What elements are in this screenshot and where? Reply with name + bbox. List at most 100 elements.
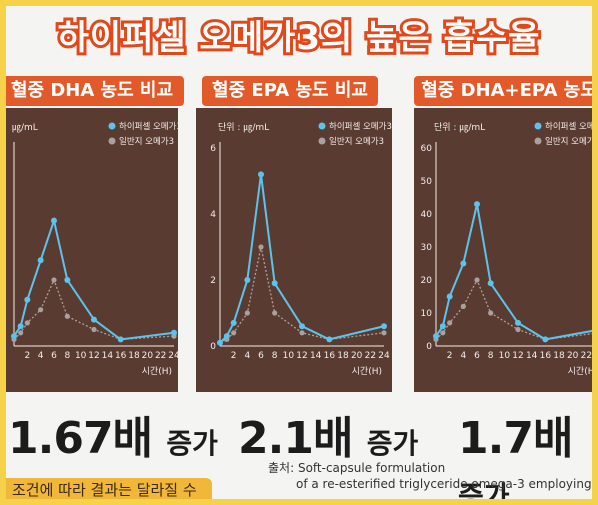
x-tick-label: 16 — [324, 351, 336, 361]
data-point-generic — [64, 313, 70, 319]
data-point-hyper — [515, 319, 521, 326]
data-point-generic — [474, 277, 480, 283]
panel-label-dha-epa: 혈중 DHA+EPA 농도 비교 — [414, 76, 592, 131]
data-point-hyper — [460, 260, 467, 267]
x-tick-label: 14 — [526, 351, 538, 361]
x-tick-label: 18 — [553, 351, 565, 361]
x-tick-label: 20 — [351, 351, 363, 361]
data-point-hyper — [171, 329, 177, 336]
data-point-hyper — [258, 171, 264, 178]
x-tick-label: 8 — [64, 351, 70, 361]
result-dha-epa: 1.7배 증가 — [458, 402, 592, 499]
chart-panel-dha: ㎍/mL 2 4 6 8 10 12 14 16 18 20 22 24 시간(H) 하이퍼셀 오메가3 일반… — [6, 108, 178, 392]
result-epa-suffix: 증가 — [366, 427, 419, 460]
x-tick-label: 10 — [283, 351, 295, 361]
data-point-hyper — [299, 323, 305, 330]
data-point-generic — [18, 330, 24, 336]
x-tick-label: 6 — [258, 351, 264, 361]
result-dha-epa-suffix: 증가 — [458, 480, 510, 499]
data-point-hyper — [24, 296, 31, 303]
y-tick-label: 2 — [210, 276, 216, 286]
source-line-2: of a re-esterified triglyceride omega-3 … — [296, 477, 592, 491]
data-point-generic — [381, 330, 387, 336]
data-point-hyper — [433, 333, 439, 340]
x-tick-label: 8 — [488, 351, 494, 361]
data-point-hyper — [117, 336, 124, 343]
legend-marker — [108, 122, 116, 130]
x-tick-label: 12 — [512, 351, 523, 361]
result-epa-value: 2.1배 — [238, 413, 353, 464]
x-tick-label: 18 — [128, 351, 140, 361]
legend-marker — [534, 122, 542, 130]
x-tick-label: 4 — [244, 351, 250, 361]
data-point-hyper — [17, 323, 24, 330]
data-point-generic — [51, 277, 57, 283]
series-line-hyper — [219, 174, 385, 344]
legend-label: 하이퍼셀 오메가3 — [545, 121, 592, 132]
unit-label: 단위 : ㎍/mL — [434, 122, 485, 133]
x-tick-label: 10 — [75, 351, 87, 361]
x-tick-label: 2 — [447, 351, 453, 361]
y-tick-label: 4 — [210, 210, 216, 220]
source-line-1: Soft-capsule formulation — [297, 461, 446, 475]
y-tick-label: 30 — [421, 243, 433, 253]
x-tick-label: 2 — [24, 351, 30, 361]
x-tick-label: 22 — [155, 351, 166, 361]
x-tick-label: 8 — [272, 351, 278, 361]
y-tick-label: 20 — [421, 276, 433, 286]
data-point-hyper — [439, 323, 446, 330]
data-point-generic — [515, 326, 521, 333]
x-axis-label: 시간(H) — [568, 366, 592, 377]
data-point-generic — [460, 303, 466, 309]
x-tick-label: 10 — [499, 351, 511, 361]
x-tick-label: 4 — [38, 351, 44, 361]
source-prefix: 출처: — [268, 461, 295, 475]
data-point-hyper — [487, 280, 494, 287]
data-point-generic — [272, 310, 278, 316]
x-tick-label: 20 — [142, 351, 154, 361]
data-point-hyper — [542, 336, 549, 343]
x-tick-label: 18 — [337, 351, 349, 361]
data-point-hyper — [271, 280, 278, 287]
x-axis-label: 시간(H) — [142, 366, 172, 377]
condition-note: 조건에 따라 결과는 달라질 수 있음 — [6, 478, 212, 499]
y-tick-label: 40 — [421, 210, 433, 220]
x-tick-label: 24 — [168, 351, 178, 361]
data-point-hyper — [11, 333, 17, 340]
result-dha-epa-value: 1.7배 — [458, 413, 573, 464]
data-point-hyper — [64, 277, 71, 283]
data-point-generic — [258, 244, 264, 250]
y-tick-label: 0 — [210, 342, 216, 352]
data-point-hyper — [446, 293, 453, 300]
legend-marker — [318, 122, 326, 130]
y-tick-label: 60 — [421, 144, 433, 154]
data-point-hyper — [230, 319, 237, 326]
result-dha-value: 1.67배 — [8, 413, 153, 464]
data-point-hyper — [244, 277, 251, 283]
unit-label: 단위 : ㎍/mL — [218, 122, 269, 133]
data-point-hyper — [37, 257, 44, 264]
data-point-generic — [299, 330, 305, 336]
x-tick-label: 2 — [231, 351, 237, 361]
legend-marker — [534, 137, 542, 145]
x-tick-label: 16 — [540, 351, 552, 361]
x-axis-label: 시간(H) — [352, 366, 382, 377]
data-point-hyper — [474, 201, 480, 208]
data-point-generic — [24, 320, 30, 326]
y-tick-label: 10 — [421, 309, 433, 319]
x-tick-label: 6 — [51, 351, 57, 361]
x-tick-label: 14 — [310, 351, 322, 361]
data-point-hyper — [381, 323, 387, 330]
y-tick-label: 50 — [421, 177, 433, 187]
data-point-generic — [38, 307, 44, 313]
legend-label: 하이퍼셀 오메가3 — [119, 121, 178, 132]
data-point-hyper — [51, 217, 57, 224]
legend-marker — [108, 137, 116, 145]
panel-label-dha: 혈중 DHA 농도 비교 — [6, 76, 184, 106]
x-tick-label: 20 — [567, 351, 579, 361]
data-point-hyper — [91, 316, 97, 323]
result-dha: 1.67배 증가 — [8, 402, 218, 466]
x-tick-label: 12 — [88, 351, 99, 361]
